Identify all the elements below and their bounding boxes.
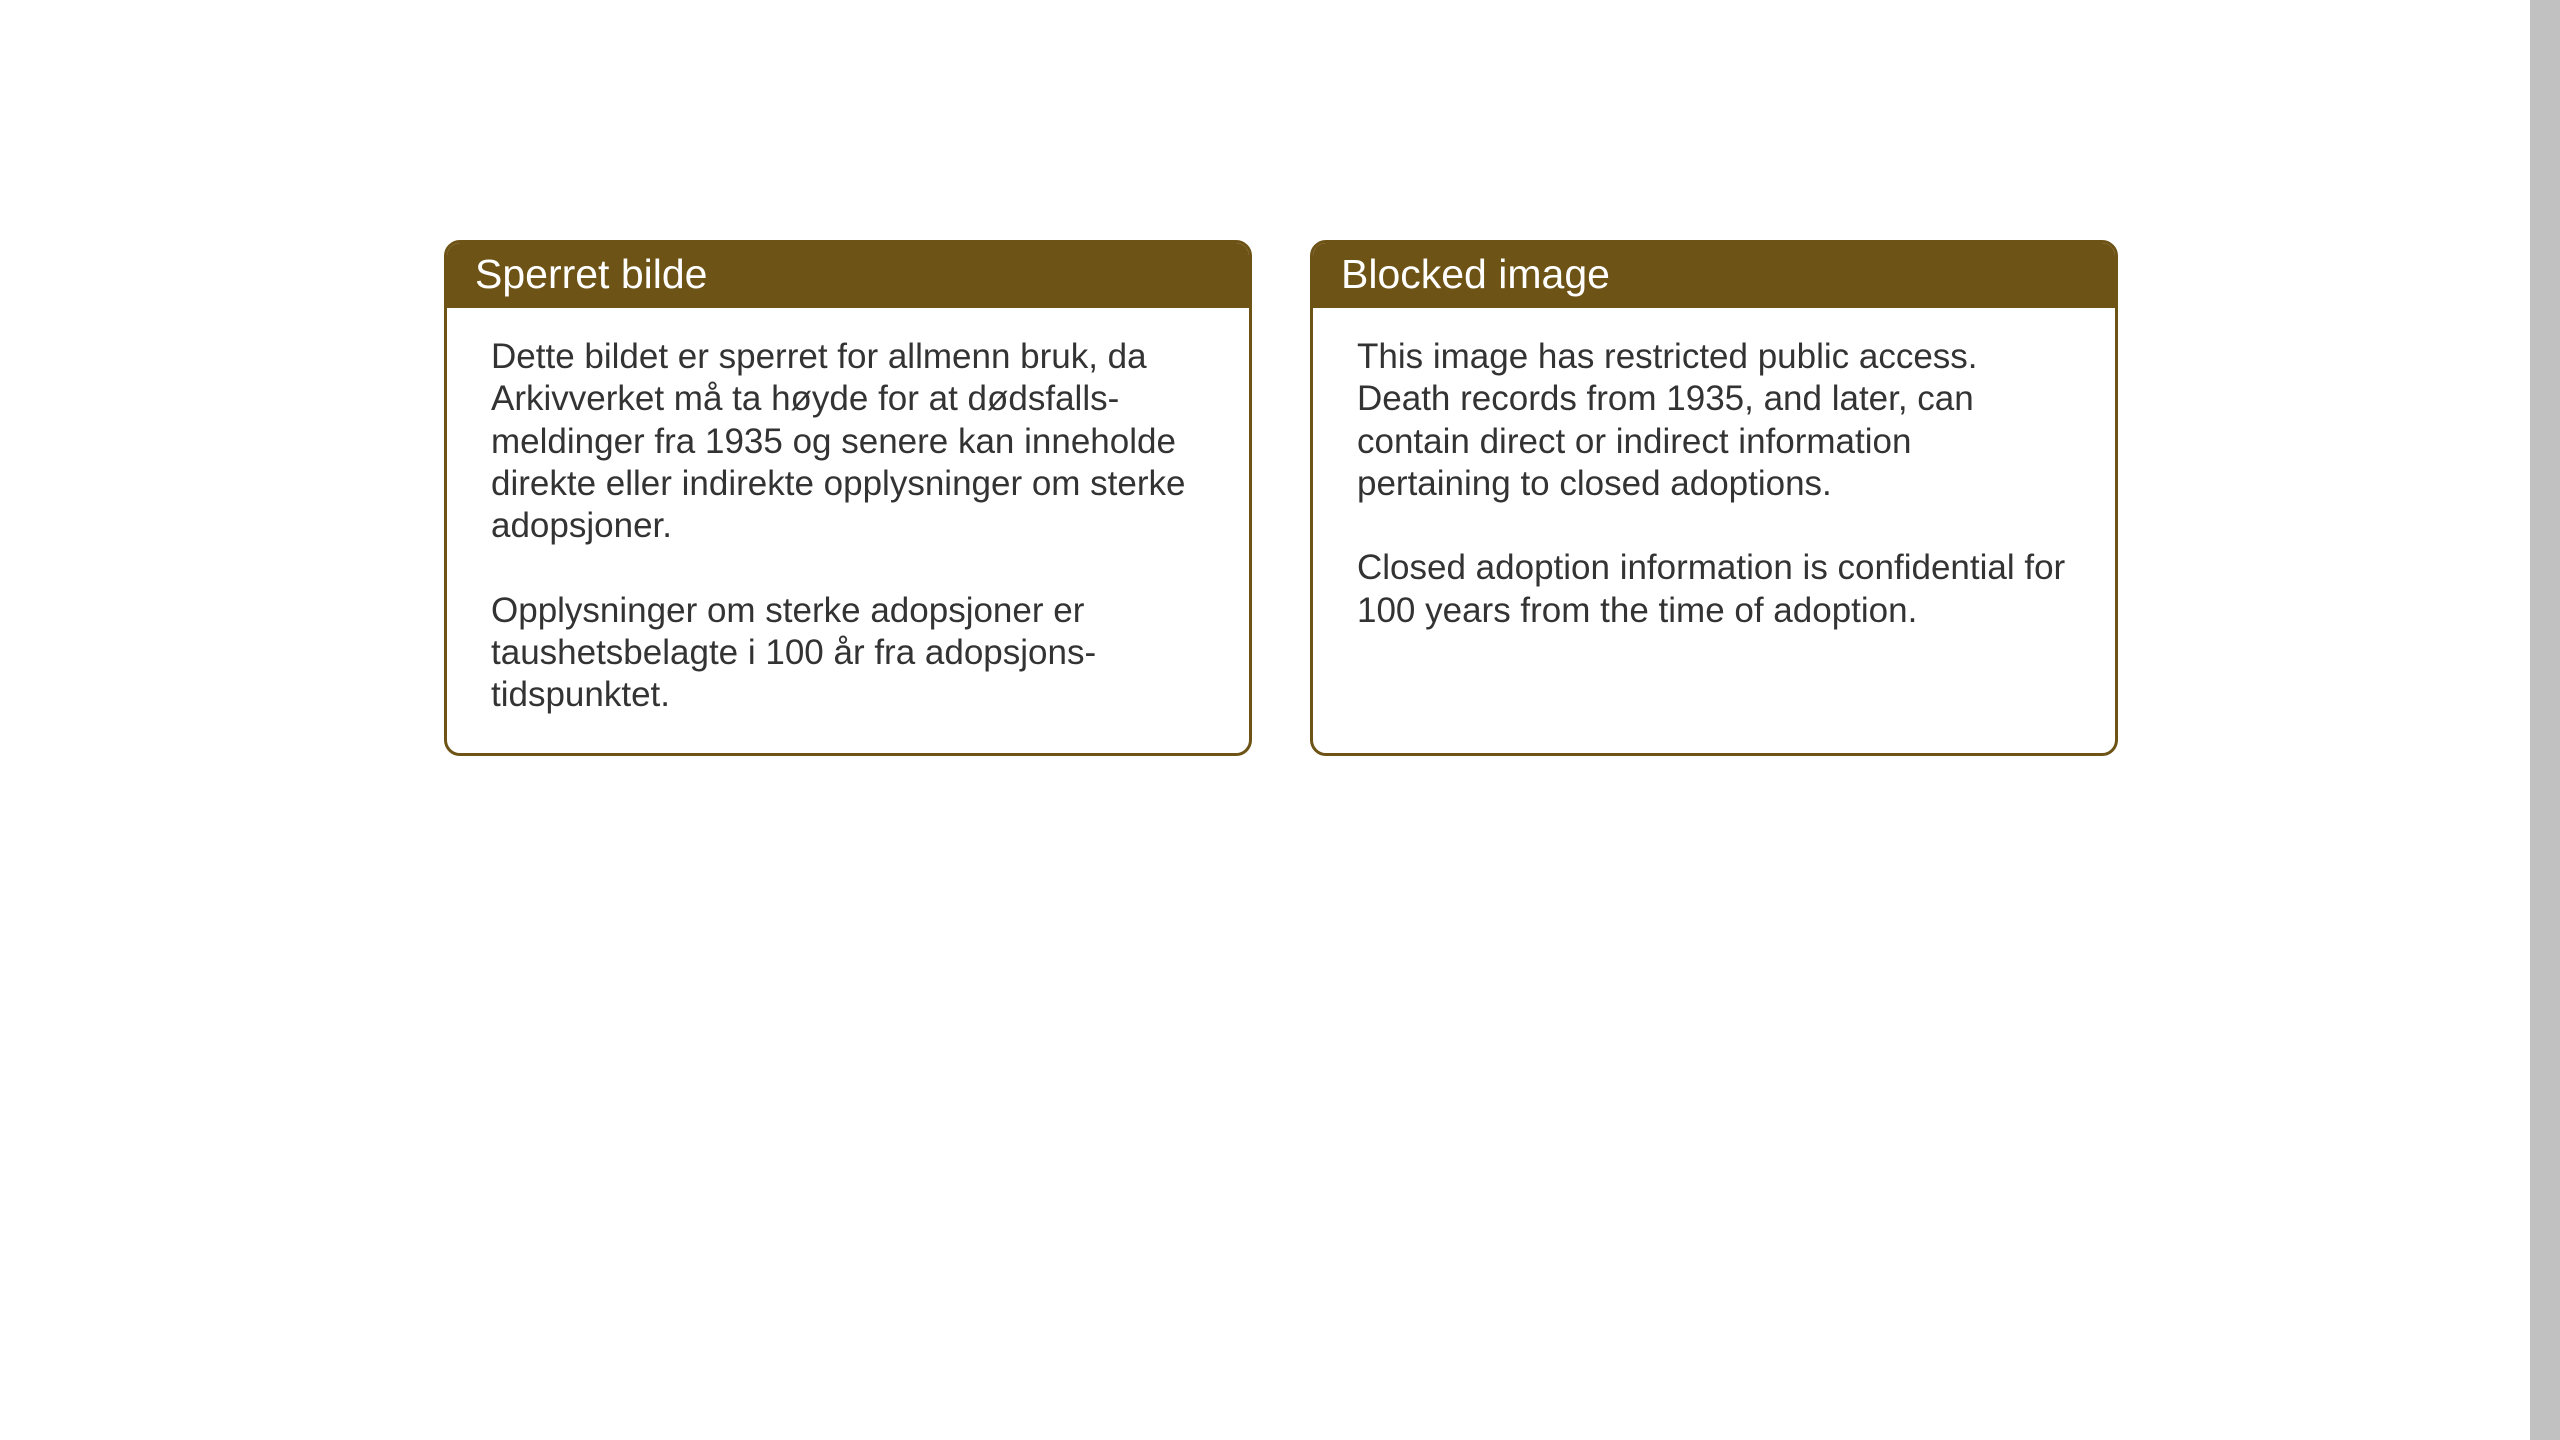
norwegian-paragraph-1: Dette bildet er sperret for allmenn bruk… (491, 336, 1205, 548)
english-panel-title: Blocked image (1313, 243, 2115, 308)
english-panel-body: This image has restricted public access.… (1313, 308, 2115, 668)
panels-container: Sperret bilde Dette bildet er sperret fo… (444, 240, 2118, 756)
english-panel: Blocked image This image has restricted … (1310, 240, 2118, 756)
norwegian-panel-body: Dette bildet er sperret for allmenn bruk… (447, 308, 1249, 753)
norwegian-paragraph-2: Opplysninger om sterke adopsjoner er tau… (491, 590, 1205, 717)
scrollbar-track[interactable] (2530, 0, 2560, 1440)
norwegian-panel: Sperret bilde Dette bildet er sperret fo… (444, 240, 1252, 756)
scrollbar-thumb[interactable] (2530, 0, 2560, 1440)
english-paragraph-2: Closed adoption information is confident… (1357, 547, 2071, 632)
norwegian-panel-title: Sperret bilde (447, 243, 1249, 308)
english-paragraph-1: This image has restricted public access.… (1357, 336, 2071, 505)
